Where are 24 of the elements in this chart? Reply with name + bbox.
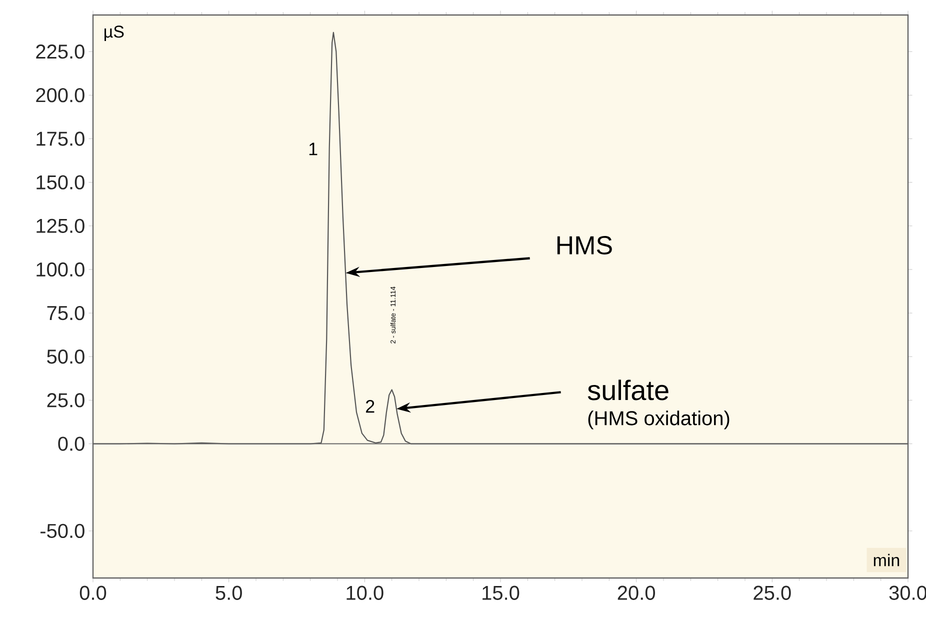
y-tick-label: 200.0 (36, 88, 84, 102)
x-tick-label: 0.0 (80, 586, 106, 600)
y-tick-label: 0.0 (58, 436, 84, 451)
x-tick-label: 5.0 (216, 586, 242, 600)
x-axis-title: min (874, 554, 900, 566)
annotation: 2 (366, 400, 374, 413)
annotation: 1 (309, 142, 318, 156)
x-tick-label: 15.0 (482, 586, 520, 600)
annotation: (HMS oxidation) (588, 410, 730, 430)
y-tick-label: 175.0 (36, 132, 84, 146)
annotation: HMS (557, 236, 612, 254)
x-tick-label: 20.0 (618, 586, 656, 600)
y-tick-label: 75.0 (47, 306, 84, 320)
y-tick-label: 100.0 (36, 262, 84, 277)
annotation: sulfate (588, 380, 668, 400)
y-tick-label: 225.0 (36, 44, 84, 59)
x-tick-label: 10.0 (346, 586, 384, 600)
y-tick-label: 125.0 (36, 218, 84, 233)
y-tick-label: 25.0 (47, 393, 84, 408)
y-tick-label: -50.0 (40, 524, 84, 538)
y-axis-title: µS (104, 26, 124, 42)
x-tick-label: 25.0 (754, 586, 791, 600)
y-tick-label: 150.0 (36, 175, 84, 190)
y-tick-label: 50.0 (47, 350, 84, 364)
